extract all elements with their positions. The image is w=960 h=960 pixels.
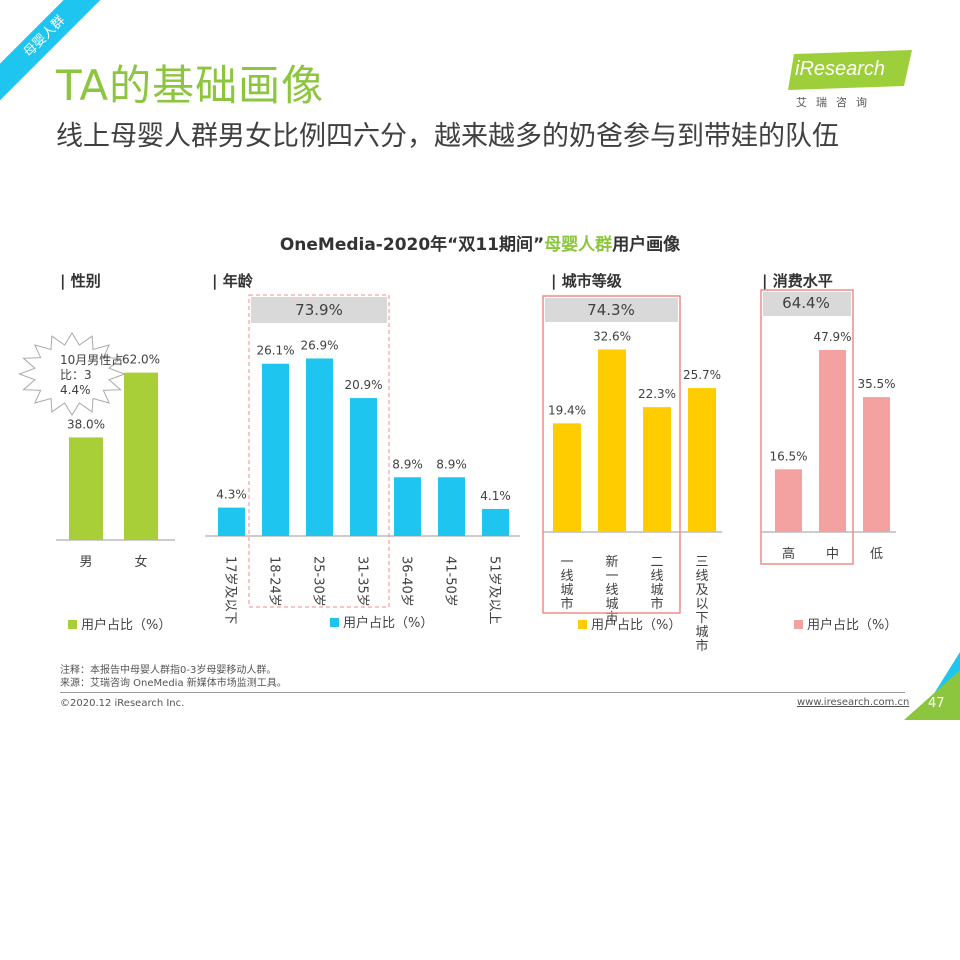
bar [262, 363, 289, 536]
legend-gender: 用户占比（%） [68, 614, 171, 633]
logo-cn: 艾瑞咨询 [796, 96, 876, 109]
legend-swatch [330, 618, 339, 627]
bar [350, 398, 377, 536]
legend-swatch [578, 620, 587, 629]
chart-title-prefix: OneMedia-2020年“双11期间” [279, 235, 545, 255]
legend-label: 用户占比（%） [81, 618, 172, 633]
legend-age: 用户占比（%） [330, 612, 433, 631]
iresearch-logo [788, 50, 912, 90]
website-link[interactable]: www.iresearch.com.cn [797, 697, 910, 708]
section-gender-title: | 性别 [60, 272, 101, 290]
category-label: 中 [826, 547, 839, 562]
section-age-title: | 年龄 [212, 272, 253, 290]
category-label: 男 [79, 555, 92, 570]
category-label: 高 [782, 546, 795, 562]
data-label: 16.5% [769, 449, 807, 463]
section-city-title: | 城市等级 [551, 272, 622, 290]
category-label: 二线城市 [650, 555, 663, 612]
data-label: 47.9% [813, 330, 851, 344]
category-label: 36-40岁 [399, 556, 414, 607]
annotation-text: 比：3 [60, 368, 92, 382]
footnote-note: 注释：本报告中母婴人群指0-3岁母婴移动人群。 [60, 665, 277, 676]
bar [218, 507, 245, 536]
category-label: 女 [134, 554, 147, 570]
bar [482, 508, 509, 536]
bar [819, 349, 846, 532]
data-label: 38.0% [67, 417, 105, 431]
page-number: 47 [928, 696, 945, 711]
data-label: 62.0% [122, 353, 160, 367]
bar [124, 372, 158, 540]
legend-label: 用户占比（%） [591, 618, 682, 633]
data-label: 22.3% [638, 387, 676, 401]
category-label: 18-24岁 [267, 556, 282, 607]
data-label: 4.3% [216, 488, 247, 502]
annotation-text: 10月男性占 [60, 352, 123, 367]
category-label: 三线及以下城市 [695, 555, 708, 654]
spending-group-frame [760, 289, 854, 565]
page-title: TA的基础画像 [56, 61, 325, 110]
legend-label: 用户占比（%） [807, 618, 898, 633]
data-label: 20.9% [344, 378, 382, 392]
legend-swatch [794, 620, 803, 629]
data-label: 19.4% [548, 403, 586, 417]
corner-decoration [904, 652, 960, 720]
bar [598, 349, 626, 532]
category-label: 31-35岁 [355, 556, 370, 607]
spending-group-total: 64.4% [782, 294, 830, 312]
footnote-source: 来源：艾瑞咨询 OneMedia 新媒体市场监测工具。 [60, 678, 287, 689]
bar [306, 358, 333, 536]
legend-label: 用户占比（%） [343, 616, 434, 631]
bar [863, 397, 890, 532]
chart-title: OneMedia-2020年“双11期间”母婴人群用户画像 [0, 230, 960, 255]
city-group-total: 74.3% [587, 301, 635, 319]
bar [688, 388, 716, 532]
data-label: 8.9% [392, 457, 423, 471]
logo-name: iResearch [795, 58, 886, 80]
copyright: ©2020.12 iResearch Inc. [60, 698, 185, 709]
data-label: 32.6% [593, 329, 631, 343]
category-label: 51岁及以上 [487, 556, 502, 625]
bar [394, 477, 421, 536]
footer-divider [60, 692, 905, 693]
category-label: 41-50岁 [443, 556, 458, 607]
annotation-burst [18, 332, 126, 416]
age-group-total: 73.9% [295, 301, 343, 319]
chart-title-highlight: 母婴人群 [544, 235, 613, 255]
bar [438, 477, 465, 536]
category-label: 17岁及以下 [223, 556, 238, 625]
page-subtitle: 线上母婴人群男女比例四六分，越来越多的奶爸参与到带娃的队伍 [56, 121, 839, 152]
chart-title-suffix: 用户画像 [612, 235, 681, 255]
category-label: 一线城市 [560, 555, 573, 612]
legend-city: 用户占比（%） [578, 614, 681, 633]
spending-group-total-band [763, 292, 851, 316]
data-label: 26.1% [256, 344, 294, 358]
legend-spending: 用户占比（%） [794, 614, 897, 633]
section-spending-title: | 消费水平 [762, 272, 833, 290]
data-label: 35.5% [857, 377, 895, 391]
category-label: 新一线城市 [605, 554, 618, 626]
bar [643, 407, 671, 532]
data-label: 26.9% [300, 338, 338, 352]
category-label: 25-30岁 [311, 556, 326, 607]
bar [69, 437, 103, 540]
category-label: 低 [870, 547, 883, 562]
annotation-text: 4.4% [60, 383, 91, 397]
data-label: 25.7% [683, 368, 721, 382]
city-group-total-band [545, 298, 678, 322]
age-group-total-band [251, 297, 387, 323]
age-group-frame [248, 294, 390, 608]
legend-swatch [68, 620, 77, 629]
data-label: 8.9% [436, 457, 467, 471]
bar [775, 469, 802, 532]
city-group-frame [542, 295, 681, 614]
footnotes: 注释：本报告中母婴人群指0-3岁母婴移动人群。 来源：艾瑞咨询 OneMedia… [60, 664, 287, 690]
data-label: 4.1% [480, 489, 511, 503]
bar [553, 423, 581, 532]
